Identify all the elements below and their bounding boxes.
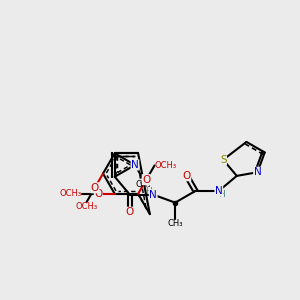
Text: N: N [149,190,157,200]
Text: OCH₃: OCH₃ [60,189,82,198]
Text: O: O [94,189,103,199]
Text: N: N [131,160,139,170]
Text: S: S [220,155,226,165]
Text: H: H [145,187,152,196]
Text: O: O [126,207,134,217]
Text: OCH₃: OCH₃ [76,202,98,211]
Text: CH₃: CH₃ [135,180,151,189]
Text: N: N [254,167,261,177]
Text: O: O [91,183,99,193]
Text: OCH₃: OCH₃ [154,161,177,170]
Text: O: O [182,171,191,181]
Text: O: O [142,175,151,184]
Text: N: N [215,186,223,196]
Text: H: H [218,190,225,199]
Text: CH₃: CH₃ [167,219,183,228]
